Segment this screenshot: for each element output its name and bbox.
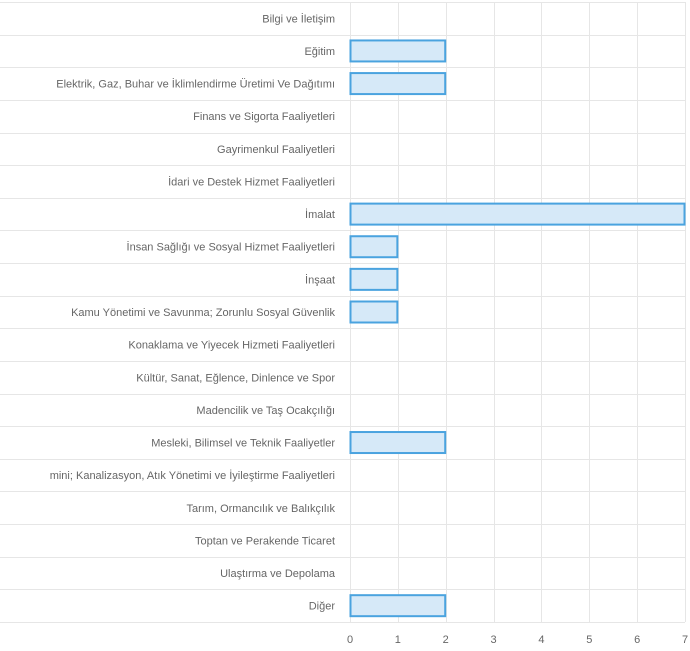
category-label: İdari ve Destek Hizmet Faaliyetleri [168, 175, 335, 188]
bar [349, 39, 447, 63]
bar [349, 72, 447, 96]
category-label: mini; Kanalizasyon, Atık Yönetimi ve İyi… [50, 469, 335, 482]
category-labels: Bilgi ve İletişim Eğitim Elektrik, Gaz, Bu… [50, 12, 336, 612]
x-tick-label: 1 [395, 634, 401, 646]
category-label: Eğitim [304, 46, 335, 58]
x-tick-label: 4 [538, 634, 544, 646]
category-label: Bilgi ve İletişim [262, 12, 335, 25]
category-label: Konaklama ve Yiyecek Hizmeti Faaliyetler… [128, 340, 335, 352]
bars-group [349, 39, 686, 618]
category-label: Kamu Yönetimi ve Savunma; Zorunlu Sosyal… [71, 307, 335, 319]
x-tick-label: 0 [347, 634, 353, 646]
category-label: Kültür, Sanat, Eğlence, Dinlence ve Spor [136, 372, 335, 384]
category-label: Diğer [309, 601, 336, 613]
category-label: İnsan Sağlığı ve Sosyal Hizmet Faaliyetl… [127, 241, 335, 254]
category-label: Mesleki, Bilimsel ve Teknik Faaliyetler [151, 438, 335, 450]
category-label: Toptan ve Perakende Ticaret [195, 535, 335, 547]
x-tick-label: 6 [634, 634, 640, 646]
category-label: Ulaştırma ve Depolama [220, 568, 336, 580]
category-label: Madencilik ve Taş Ocakçılığı [196, 405, 335, 417]
category-label: Gayrimenkul Faaliyetleri [217, 144, 335, 156]
x-tick-label: 3 [491, 634, 497, 646]
bar [349, 300, 399, 324]
x-tick-label: 5 [586, 634, 592, 646]
bar [349, 431, 447, 455]
bar [349, 202, 686, 226]
category-label: Tarım, Ormancılık ve Balıkçılık [186, 503, 335, 515]
x-axis-ticks: 0 1 2 3 4 5 6 7 [347, 634, 688, 646]
category-label: Finans ve Sigorta Faaliyetleri [193, 111, 335, 123]
grid-lines [0, 2, 686, 623]
category-label: Elektrik, Gaz, Buhar ve İklimlendirme Ür… [56, 78, 335, 91]
x-tick-label: 7 [682, 634, 688, 646]
bar [349, 235, 399, 259]
bar [349, 267, 399, 291]
x-tick-label: 2 [443, 634, 449, 646]
category-label: İnşaat [305, 273, 335, 286]
bar [349, 594, 447, 618]
category-label: İmalat [305, 208, 335, 221]
